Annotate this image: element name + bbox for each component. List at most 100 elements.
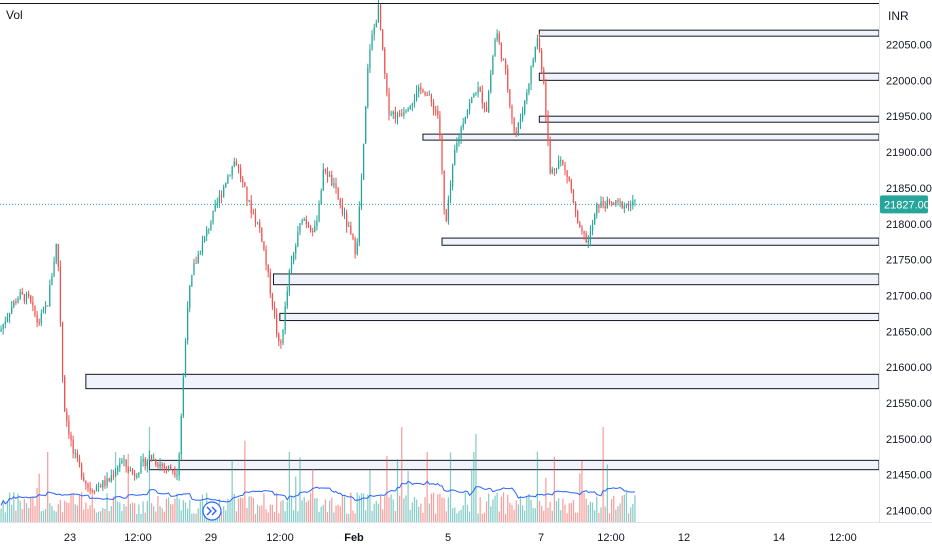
volume-bar (157, 496, 159, 522)
volume-bar (70, 494, 72, 522)
zone-21730 (272, 273, 880, 286)
volume-bar (560, 510, 562, 522)
candle-body (140, 461, 142, 473)
candle-body (441, 135, 443, 171)
candle-body (161, 463, 163, 466)
x-tick-label: 23 (64, 532, 76, 544)
volume-bar (74, 504, 76, 522)
volume-bar (44, 508, 47, 522)
volume-bar (619, 503, 621, 522)
volume-bar (150, 503, 153, 522)
candle-body (155, 459, 157, 465)
volume-bar (83, 509, 85, 522)
volume-bar (123, 504, 125, 522)
candle-body (250, 200, 252, 214)
volume-bar (193, 513, 195, 522)
volume-bar (27, 508, 30, 522)
candle-body (560, 160, 562, 162)
candle-body (180, 415, 182, 455)
candle-body (422, 89, 424, 92)
volume-bar (428, 503, 430, 522)
indicator-label: Vol (6, 8, 23, 22)
candle-body (167, 466, 170, 469)
candle-body (165, 467, 168, 469)
candle-body (290, 261, 293, 271)
volume-bar (411, 502, 413, 522)
candle-body (218, 195, 221, 204)
volume-bar (608, 513, 611, 522)
volume-bar (237, 498, 240, 522)
volume-bar (398, 495, 401, 522)
candle-body (630, 204, 632, 206)
candle-body (267, 264, 269, 273)
volume-bar (367, 494, 369, 522)
volume-bar (449, 452, 452, 522)
candle-body (466, 110, 469, 117)
zone-21470 (148, 459, 880, 471)
candle-body (543, 69, 545, 83)
candle-body (112, 475, 115, 477)
candle-body (596, 204, 598, 215)
candle-body (413, 100, 416, 104)
volume-bar (335, 505, 337, 522)
candle-body (27, 293, 30, 296)
volume-bar (352, 510, 354, 522)
candle-body (589, 231, 592, 241)
candle-body (379, 4, 382, 30)
volume-bar (195, 513, 197, 522)
volume-bar (390, 494, 392, 522)
candle-body (38, 322, 40, 324)
volume-bar (233, 493, 235, 522)
volume-bar (53, 510, 55, 522)
candle-body (496, 33, 498, 40)
candle-body (509, 89, 511, 107)
candle-body (615, 200, 617, 205)
x-tick-label: 12:00 (829, 532, 857, 544)
scroll-button-bg[interactable] (202, 501, 222, 521)
candle-body (475, 93, 477, 95)
candle-body (337, 188, 339, 199)
candle-body (322, 169, 324, 191)
candle-body (405, 110, 407, 113)
x-tick-label: 14 (773, 532, 785, 544)
volume-bar (40, 511, 42, 522)
candle-body (47, 305, 49, 307)
volume-bar (6, 501, 9, 522)
volume-bar (377, 503, 380, 522)
candle-body (42, 308, 45, 314)
volume-bar (541, 505, 543, 522)
candle-body (64, 376, 66, 412)
candle-body (19, 291, 21, 299)
volume-bar (430, 493, 433, 522)
volume-bar (318, 511, 320, 522)
scroll-to-realtime-button[interactable] (202, 501, 222, 521)
volume-bar (485, 501, 488, 522)
candle-body (348, 225, 350, 227)
zone-21590 (85, 373, 880, 390)
candle-body (492, 56, 494, 75)
volume-bar (227, 498, 229, 522)
candle-body (430, 94, 433, 103)
volume-bar (462, 505, 464, 522)
candle-body (369, 49, 371, 69)
candle-body (286, 291, 288, 307)
candle-body (254, 213, 257, 223)
y-tick-label: 21850.00 (886, 183, 932, 195)
candle-body (271, 293, 274, 307)
volume-bar (405, 495, 407, 522)
candle-body (83, 476, 85, 481)
candle-body (227, 176, 229, 184)
candle-body (390, 113, 392, 115)
volume-bar (201, 494, 204, 522)
double-chevron-right-icon (206, 506, 217, 516)
volume-bar (167, 497, 170, 522)
candle-body (197, 254, 199, 264)
candle-body (521, 113, 524, 119)
candle-body (360, 179, 363, 208)
candle-body (502, 58, 505, 61)
candle-body (299, 223, 301, 233)
candle-body (239, 168, 242, 179)
volume-bar (85, 502, 87, 522)
